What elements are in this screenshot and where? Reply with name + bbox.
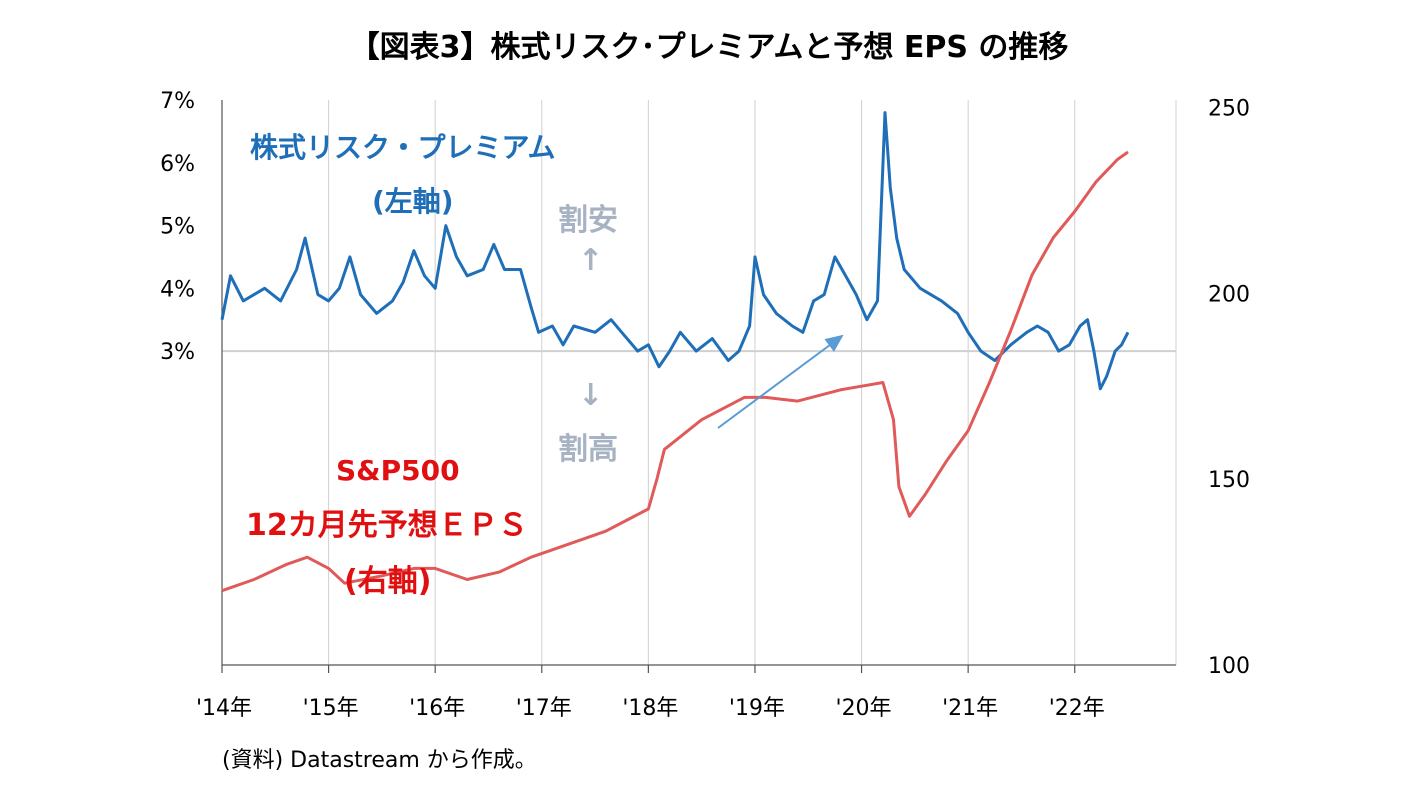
x-tick-label: '14年 — [196, 696, 252, 721]
y-right-tick-label: 100 — [1208, 654, 1250, 679]
x-tick-label: '21年 — [942, 696, 998, 721]
eps-line — [221, 150, 1129, 593]
trend-arrow — [717, 334, 844, 429]
cheap-label: 割安 — [558, 203, 618, 238]
y-left-tick-label: 6% — [160, 152, 195, 177]
y-left-tick-label: 4% — [160, 277, 195, 302]
axes — [221, 100, 1176, 673]
x-tick-label: '16年 — [409, 696, 465, 721]
x-tick-label: '22年 — [1049, 696, 1105, 721]
x-tick-label: '19年 — [729, 696, 785, 721]
y-right-tick-label: 200 — [1208, 282, 1250, 307]
chart-plot: '14年 '15年 '16年 '17年 '18年 '19年 '20年 '21年 '22年 3% 4%… — [160, 89, 1250, 721]
chart-title: 【図表3】株式リスク･プレミアムと予想 EPS の推移 — [349, 30, 1069, 65]
up-arrow-icon: ↑ — [578, 243, 604, 278]
eps-series-label-1: S&P500 — [336, 454, 460, 487]
erp-axis-note: (左軸) — [372, 185, 454, 218]
series-lines — [220, 111, 1130, 593]
eps-axis-note: (右軸) — [344, 564, 432, 599]
tick-labels: '14年 '15年 '16年 '17年 '18年 '19年 '20年 '21年 '22年 3% 4%… — [160, 89, 1250, 721]
expensive-label: 割高 — [558, 432, 618, 467]
y-left-tick-label: 5% — [160, 215, 195, 240]
trend-arrow-line — [717, 334, 844, 429]
eps-series-label-2: 12カ月先予想ＥＰＳ — [246, 508, 528, 543]
down-arrow-icon: ↓ — [578, 378, 604, 413]
source-note: (資料) Datastream から作成。 — [222, 748, 537, 773]
erp-line — [220, 111, 1130, 391]
x-tick-label: '20年 — [836, 696, 892, 721]
erp-series-label: 株式リスク・プレミアム — [250, 131, 556, 164]
y-left-tick-label: 3% — [160, 340, 195, 365]
grid-lines — [222, 100, 1177, 665]
x-tick-label: '18年 — [622, 696, 678, 721]
x-tick-label: '17年 — [516, 696, 572, 721]
y-left-tick-label: 7% — [160, 89, 195, 114]
x-tick-label: '15年 — [303, 696, 359, 721]
y-right-tick-label: 150 — [1208, 468, 1250, 493]
y-right-tick-label: 250 — [1208, 96, 1250, 121]
